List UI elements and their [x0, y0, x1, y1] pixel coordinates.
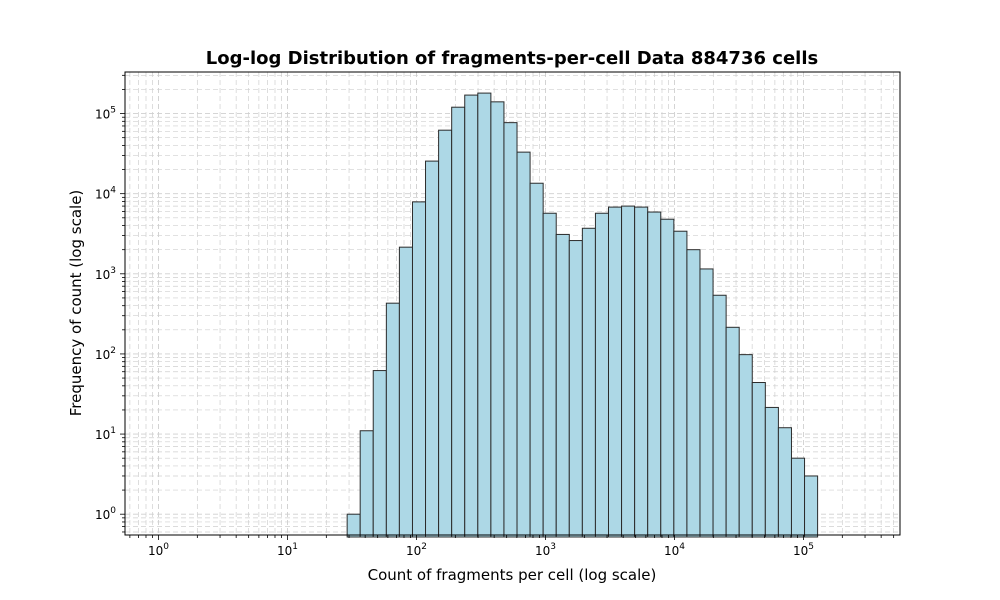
histogram-bar	[385, 302, 400, 538]
histogram-bar	[490, 101, 505, 538]
histogram-bar	[451, 106, 466, 538]
histogram-bar	[725, 326, 740, 538]
histogram-bar	[751, 382, 766, 538]
histogram-bar	[516, 151, 531, 538]
y-axis-label: Frequency of count (log scale)	[67, 190, 85, 417]
histogram-bar	[411, 201, 427, 538]
histogram-bar	[712, 294, 727, 538]
x-tick-label: 102	[406, 542, 427, 558]
histogram-bar	[568, 240, 583, 538]
chart-title: Log-log Distribution of fragments-per-ce…	[206, 48, 818, 69]
x-axis-label: Count of fragments per cell (log scale)	[368, 566, 657, 584]
y-tick-label: 102	[95, 346, 116, 362]
histogram-bar	[594, 212, 609, 538]
histogram-bar	[607, 206, 623, 538]
x-tick-label: 100	[148, 542, 169, 558]
histogram-bar	[346, 513, 361, 538]
y-tick-label: 101	[95, 426, 116, 442]
histogram-bar	[398, 246, 413, 538]
histogram-bar	[529, 182, 544, 538]
histogram-bar	[777, 427, 792, 538]
histogram-bar	[581, 227, 596, 538]
histogram-bar	[634, 206, 649, 538]
histogram-bar	[503, 122, 518, 538]
histogram-bar	[359, 430, 374, 538]
histogram-bar	[790, 457, 806, 538]
ticks-layer: 100 101 102 103 104 105 100 101 102 103 104 105	[95, 74, 895, 558]
y-tick-label: 105	[95, 106, 116, 122]
histogram-bar	[660, 218, 675, 538]
histogram-bar	[542, 212, 557, 538]
y-tick-label: 103	[95, 266, 116, 282]
histogram-bar	[764, 406, 779, 538]
histogram-bar	[438, 129, 453, 538]
y-tick-label: 100	[95, 506, 116, 522]
histogram-bar	[425, 160, 440, 538]
x-tick-label: 103	[535, 542, 556, 558]
histogram-bar	[804, 475, 819, 538]
histogram-bar	[621, 205, 636, 538]
y-tick-label: 104	[95, 186, 116, 202]
histogram-bar	[673, 230, 688, 538]
x-tick-label: 105	[793, 542, 814, 558]
histogram-bar	[686, 249, 701, 538]
histogram-bar	[699, 268, 714, 538]
histogram-bar	[372, 370, 387, 538]
histogram-bar	[464, 94, 479, 538]
histogram-bar	[738, 354, 753, 538]
x-tick-label: 101	[277, 542, 298, 558]
histogram-bar	[647, 211, 662, 538]
plot-frame	[124, 71, 901, 536]
histogram-bar	[477, 92, 492, 538]
histogram-bar	[555, 233, 570, 538]
bars-layer	[346, 92, 819, 538]
x-tick-label: 104	[664, 542, 685, 558]
